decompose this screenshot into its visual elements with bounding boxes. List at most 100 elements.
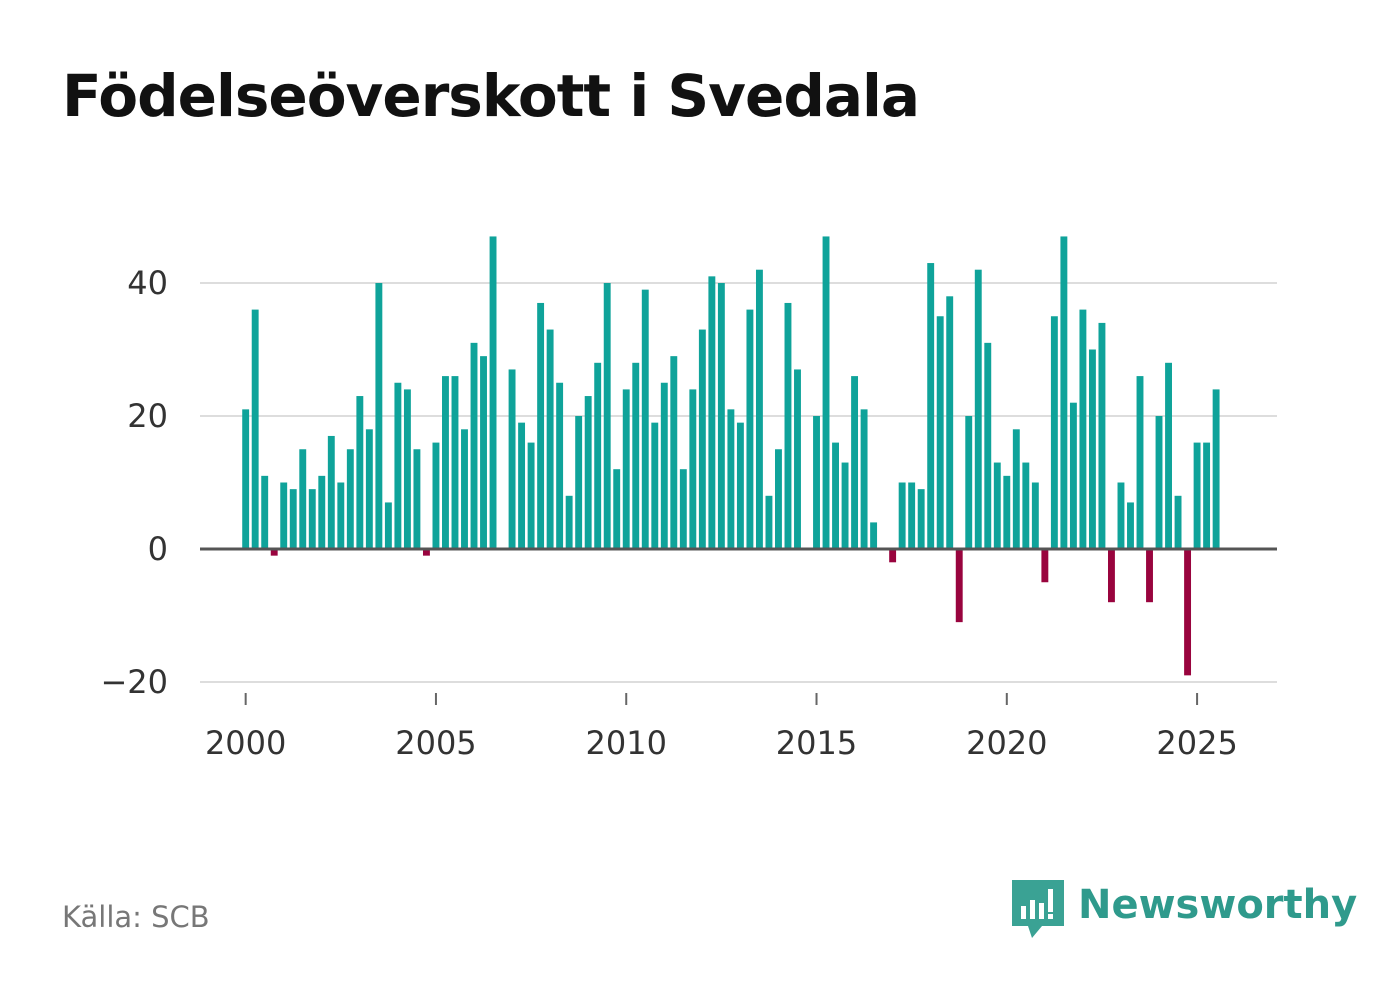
- chart-title: Födelseöverskott i Svedala: [62, 62, 920, 130]
- bar: [1012, 429, 1020, 549]
- bar: [784, 302, 792, 549]
- bar: [1146, 549, 1153, 603]
- y-tick-label: 20: [127, 397, 168, 435]
- bar: [280, 482, 288, 549]
- bar-series: [242, 236, 1220, 676]
- bar: [384, 502, 392, 549]
- bar: [1003, 475, 1011, 549]
- bar: [717, 283, 725, 549]
- bar: [556, 382, 564, 549]
- bar: [1193, 442, 1201, 549]
- bar: [860, 409, 868, 549]
- bar: [451, 376, 459, 549]
- bar: [889, 549, 897, 563]
- bar: [765, 495, 773, 549]
- bar: [242, 409, 250, 549]
- bar: [851, 376, 859, 549]
- bar: [1117, 482, 1125, 549]
- bar: [470, 342, 478, 549]
- y-tick-label: 40: [127, 264, 168, 302]
- bar: [318, 475, 326, 549]
- bar: [251, 309, 259, 549]
- bar: [908, 482, 916, 549]
- bar: [746, 309, 754, 549]
- bar: [594, 362, 602, 549]
- bar: [346, 449, 354, 549]
- bar: [822, 236, 830, 549]
- bar: [927, 263, 935, 549]
- bar: [299, 449, 307, 549]
- bar: [1127, 502, 1134, 549]
- bar: [651, 422, 659, 549]
- bar-chart-speech-bubble-icon: [1012, 880, 1064, 938]
- bar: [480, 356, 487, 549]
- bar: [1203, 442, 1211, 549]
- bar: [1108, 549, 1115, 603]
- bar: [527, 442, 535, 549]
- bar: [1155, 416, 1163, 549]
- bar: [1022, 462, 1030, 549]
- bar: [689, 389, 697, 549]
- bar: [432, 442, 440, 549]
- bar: [1050, 316, 1058, 549]
- bar: [261, 475, 269, 549]
- bar: [565, 495, 573, 549]
- bar: [775, 449, 782, 549]
- bar: [917, 489, 925, 549]
- bar: [1212, 389, 1220, 549]
- bar: [584, 396, 592, 549]
- bar: [327, 435, 335, 549]
- bar: [813, 416, 820, 549]
- bar: [727, 409, 735, 549]
- bar: [1136, 376, 1144, 549]
- bar: [1060, 236, 1068, 549]
- bar: [1098, 322, 1106, 549]
- x-tick-label: 2000: [205, 724, 286, 762]
- brand-name: Newsworthy: [1078, 882, 1358, 928]
- bar: [841, 462, 849, 549]
- bar: [422, 549, 430, 556]
- bar: [375, 283, 383, 549]
- bar: [660, 382, 668, 549]
- bar: [870, 522, 878, 549]
- bar: [946, 296, 954, 549]
- bar: [270, 549, 278, 556]
- x-tick-label: 2005: [395, 724, 476, 762]
- bar: [622, 389, 630, 549]
- bar: [632, 362, 640, 549]
- axes: −20 0 20 40 2000 2005 2010 2015 2020 2025: [100, 264, 1277, 762]
- bar: [365, 429, 373, 549]
- bar: [832, 442, 839, 549]
- bar: [1069, 402, 1077, 549]
- bar: [936, 316, 944, 549]
- bar: [413, 449, 421, 549]
- bar: [308, 489, 316, 549]
- brand-logo: Newsworthy: [1012, 880, 1357, 940]
- bar: [489, 236, 497, 549]
- bar: [1165, 362, 1172, 549]
- bar: [289, 489, 297, 549]
- bar: [442, 376, 449, 549]
- bar: [670, 356, 678, 549]
- x-tick-label: 2015: [776, 724, 857, 762]
- source-note: Källa: SCB: [62, 900, 210, 934]
- bar: [508, 369, 516, 549]
- bar: [984, 342, 992, 549]
- y-tick-label: −20: [100, 663, 168, 701]
- bar: [974, 269, 982, 549]
- bar: [537, 302, 545, 549]
- bar: [794, 369, 801, 549]
- bar: [698, 329, 706, 549]
- bar: [708, 276, 716, 549]
- bar: [1079, 309, 1087, 549]
- bar: [965, 416, 973, 549]
- bar: [575, 416, 583, 549]
- x-tick-label: 2010: [586, 724, 667, 762]
- bar: [641, 289, 649, 549]
- bar: [461, 429, 468, 549]
- bar: [898, 482, 906, 549]
- x-tick-label: 2020: [966, 724, 1047, 762]
- bar: [603, 283, 611, 549]
- bar: [1174, 495, 1182, 549]
